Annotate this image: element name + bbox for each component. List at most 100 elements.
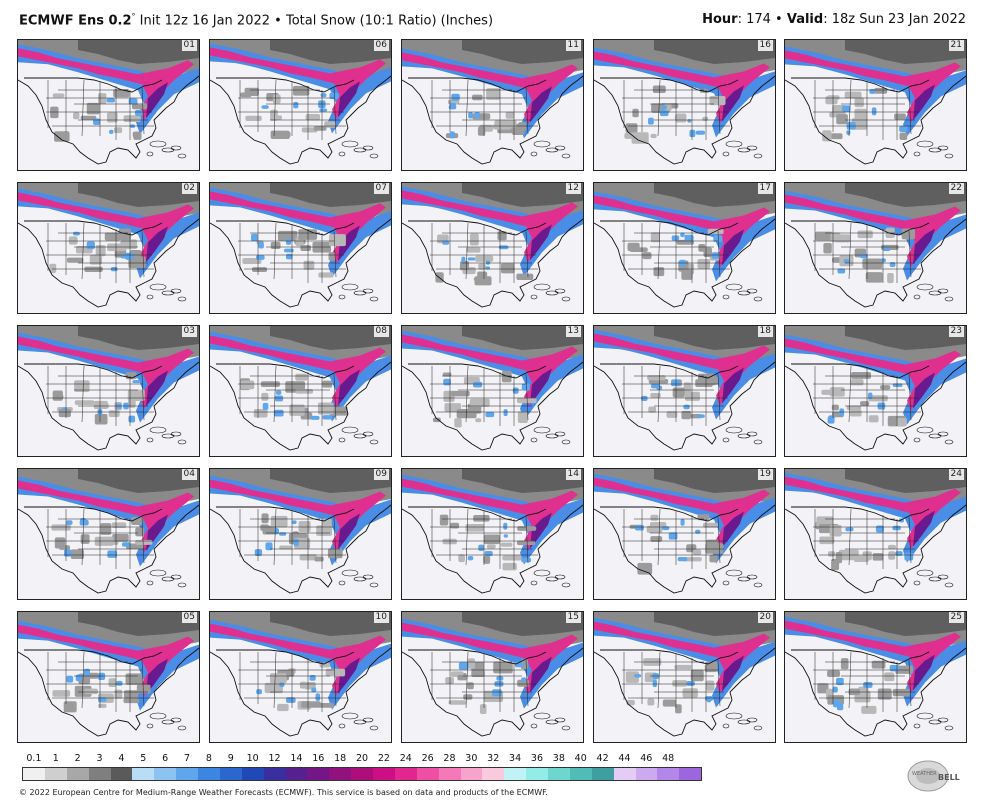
island-outline: [937, 288, 949, 294]
snow-shading: [874, 87, 888, 94]
snow-shading: [654, 183, 775, 207]
coastline: [594, 504, 775, 594]
title-separator-2: •: [775, 12, 783, 27]
island-outline: [937, 717, 949, 723]
snow-shading: [100, 523, 112, 535]
island-outline: [753, 296, 763, 302]
island-outline: [338, 437, 346, 443]
snow-shading: [483, 555, 491, 564]
snow-shading: [295, 373, 308, 381]
island-outline: [928, 576, 942, 582]
snow-shading: [458, 554, 465, 563]
snow-shading: [894, 113, 906, 120]
ensemble-member-panel: 12: [401, 182, 584, 314]
snow-shading: [309, 675, 316, 681]
island-outline: [177, 582, 187, 588]
state-border: [848, 508, 852, 566]
island-outline: [554, 717, 566, 723]
snow-shading: [124, 252, 135, 260]
snow-shading: [822, 130, 832, 142]
snow-shading: [846, 405, 862, 411]
state-border: [141, 516, 145, 564]
snow-shading: [432, 417, 441, 423]
state-border: [333, 516, 337, 564]
state-border: [465, 365, 469, 423]
snow-shading: [697, 514, 710, 521]
snow-shading: [255, 255, 265, 260]
island-outline: [545, 290, 559, 296]
snow-shading: [889, 665, 900, 672]
snow-shading: [904, 552, 914, 561]
island-outline: [341, 140, 359, 148]
snow-shading: [827, 95, 840, 100]
snow-shading: [298, 229, 318, 240]
snow-shading: [293, 538, 299, 547]
island-outline: [913, 294, 921, 300]
member-number-label: 03: [181, 326, 197, 337]
snow-shading: [861, 705, 877, 714]
snow-shading: [845, 183, 966, 207]
island-outline: [338, 580, 346, 586]
state-border: [81, 651, 85, 709]
snow-shading: [328, 252, 336, 261]
snow-shading: [706, 698, 712, 703]
state-border: [717, 230, 721, 278]
island-outline: [554, 145, 566, 151]
snow-shading: [674, 114, 683, 121]
state-border: [525, 87, 529, 135]
island-outline: [746, 574, 758, 580]
snow-shading: [648, 406, 657, 413]
snow-shading: [516, 540, 536, 546]
snow-shading: [887, 544, 896, 550]
state-border: [848, 651, 852, 709]
hour-label: Hour: [702, 12, 738, 27]
colorbar-swatch: [285, 768, 308, 780]
island-outline: [937, 431, 949, 437]
member-number-label: 11: [565, 40, 581, 51]
colorbar-tick-label: 30: [465, 753, 478, 764]
colorbar-swatch: [132, 768, 155, 780]
snow-shading: [338, 225, 360, 262]
snow-shading: [815, 231, 833, 241]
member-number-label: 23: [948, 326, 964, 337]
ensemble-member-panel: 06: [209, 39, 392, 171]
snow-shading: [845, 527, 854, 532]
snow-shading: [785, 334, 966, 425]
island-outline: [545, 719, 559, 725]
colorbar-tick-label: 0.1: [26, 753, 42, 764]
island-outline: [369, 439, 379, 445]
snow-shading: [270, 109, 278, 121]
snow-shading: [830, 133, 843, 140]
state-border: [465, 508, 469, 566]
snow-shading: [498, 245, 509, 250]
island-outline: [722, 294, 730, 300]
snow-shading: [851, 372, 872, 379]
island-outline: [944, 296, 954, 302]
snow-shading: [448, 700, 467, 705]
snow-shading: [135, 109, 143, 117]
island-outline: [341, 426, 359, 434]
snow-shading: [109, 129, 114, 135]
snow-shading: [456, 408, 477, 419]
state-border: [81, 508, 85, 566]
snow-shading: [901, 228, 916, 240]
island-outline: [928, 433, 942, 439]
snow-shading: [499, 120, 517, 128]
snow-map: [210, 326, 391, 451]
weatherbell-logo: WEATHER BELL: [904, 758, 966, 794]
snow-shading: [828, 551, 836, 557]
snow-shading: [652, 85, 666, 93]
snow-map: [402, 469, 583, 594]
snow-shading: [277, 703, 289, 712]
island-outline: [928, 290, 942, 296]
colorbar-swatch: [307, 768, 330, 780]
state-border: [908, 87, 912, 135]
snow-shading: [210, 619, 391, 710]
snow-shading: [55, 394, 64, 400]
island-outline: [530, 294, 538, 300]
snow-shading: [650, 232, 660, 243]
snow-shading: [672, 680, 688, 687]
state-border: [657, 222, 661, 280]
colorbar-swatch: [548, 768, 570, 780]
snow-shading: [270, 469, 391, 493]
